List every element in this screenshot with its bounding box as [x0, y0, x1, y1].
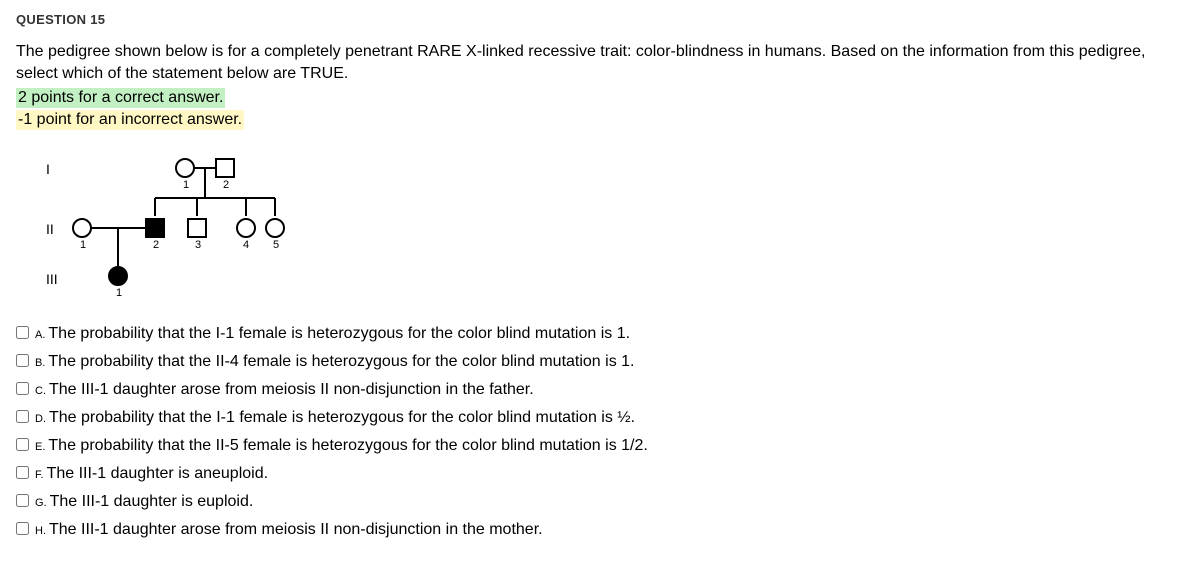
pedigree-ii-5-label: 5 [273, 239, 279, 251]
pedigree-ii-4-label: 4 [243, 239, 249, 251]
option-d-text: The probability that the I-1 female is h… [49, 406, 635, 430]
option-d-checkbox[interactable] [16, 410, 29, 423]
option-a-letter: A. [35, 327, 45, 344]
pedigree-ii-1-label: 1 [80, 239, 86, 251]
option-f: F. The III-1 daughter is aneuploid. [16, 462, 1176, 486]
option-h-letter: H. [35, 523, 46, 540]
pedigree-i-1-circle [176, 159, 194, 177]
pedigree-i-2-label: 2 [223, 179, 229, 191]
question-number: QUESTION 15 [16, 12, 1176, 27]
option-d-letter: D. [35, 411, 46, 428]
option-g: G. The III-1 daughter is euploid. [16, 490, 1176, 514]
pedigree-i-1-label: 1 [183, 179, 189, 191]
option-e: E. The probability that the II-5 female … [16, 434, 1176, 458]
pedigree-svg: I II III 1 2 1 2 3 4 [30, 144, 310, 304]
pedigree-i-2-square [216, 159, 234, 177]
pedigree-ii-4-circle [237, 219, 255, 237]
option-f-text: The III-1 daughter is aneuploid. [47, 462, 268, 486]
option-g-letter: G. [35, 495, 47, 512]
option-h-checkbox[interactable] [16, 522, 29, 535]
gen-label-2: II [46, 221, 54, 237]
pedigree-ii-5-circle [266, 219, 284, 237]
option-c: C. The III-1 daughter arose from meiosis… [16, 378, 1176, 402]
pedigree-ii-1-circle [73, 219, 91, 237]
pedigree-iii-1-circle [109, 267, 127, 285]
option-a: A. The probability that the I-1 female i… [16, 322, 1176, 346]
option-f-letter: F. [35, 467, 44, 484]
option-h-text: The III-1 daughter arose from meiosis II… [49, 518, 543, 542]
option-g-checkbox[interactable] [16, 494, 29, 507]
option-b-letter: B. [35, 355, 45, 372]
option-c-letter: C. [35, 383, 46, 400]
question-body: The pedigree shown below is for a comple… [16, 41, 1176, 84]
option-e-letter: E. [35, 439, 45, 456]
option-b-checkbox[interactable] [16, 354, 29, 367]
option-b-text: The probability that the II-4 female is … [48, 350, 634, 374]
pedigree-iii-1-label: 1 [116, 287, 122, 299]
option-g-text: The III-1 daughter is euploid. [50, 490, 254, 514]
pedigree-ii-2-label: 2 [153, 239, 159, 251]
option-c-checkbox[interactable] [16, 382, 29, 395]
pedigree-diagram: I II III 1 2 1 2 3 4 [30, 144, 1176, 308]
option-c-text: The III-1 daughter arose from meiosis II… [49, 378, 534, 402]
option-e-text: The probability that the II-5 female is … [48, 434, 647, 458]
option-d: D. The probability that the I-1 female i… [16, 406, 1176, 430]
scoring-incorrect: -1 point for an incorrect answer. [16, 110, 244, 130]
gen-label-3: III [46, 271, 58, 287]
option-a-text: The probability that the I-1 female is h… [48, 322, 630, 346]
option-e-checkbox[interactable] [16, 438, 29, 451]
pedigree-ii-3-label: 3 [195, 239, 201, 251]
pedigree-ii-2-square [146, 219, 164, 237]
pedigree-ii-3-square [188, 219, 206, 237]
scoring-correct: 2 points for a correct answer. [16, 88, 225, 108]
option-a-checkbox[interactable] [16, 326, 29, 339]
option-h: H. The III-1 daughter arose from meiosis… [16, 518, 1176, 542]
gen-label-1: I [46, 161, 50, 177]
option-f-checkbox[interactable] [16, 466, 29, 479]
option-b: B. The probability that the II-4 female … [16, 350, 1176, 374]
options-list: A. The probability that the I-1 female i… [16, 322, 1176, 542]
scoring-block: 2 points for a correct answer. -1 point … [16, 88, 1176, 130]
